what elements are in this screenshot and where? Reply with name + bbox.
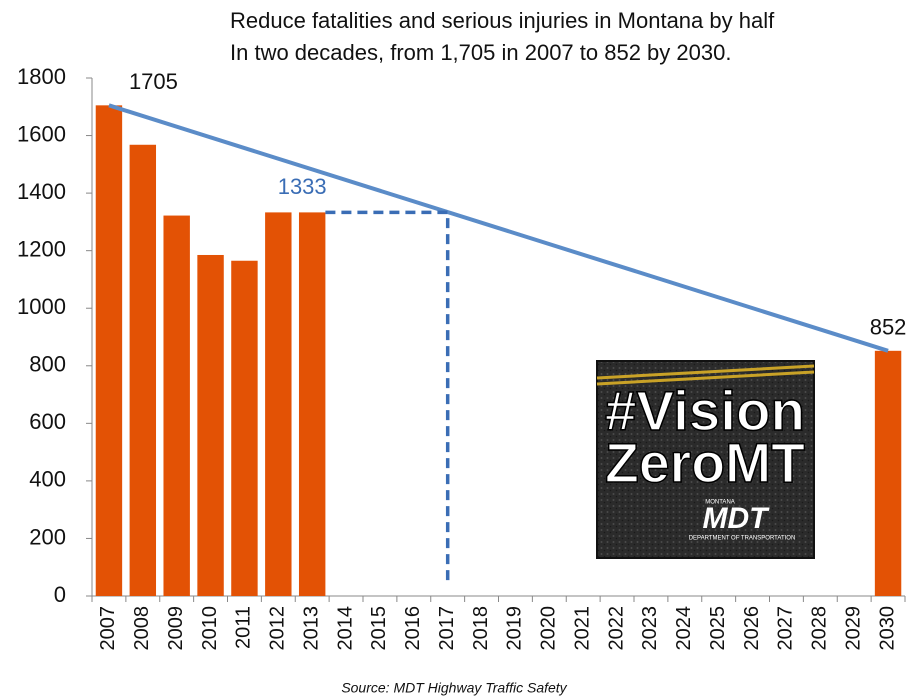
x-tick-label: 2022 (605, 606, 627, 651)
x-tick-label: 2018 (470, 606, 492, 651)
x-tick-label: 2019 (504, 606, 526, 651)
x-tick-label: 2012 (267, 606, 289, 651)
x-tick-label: 2009 (165, 606, 187, 651)
x-tick-label: 2026 (741, 606, 763, 651)
y-tick-label: 800 (29, 352, 66, 377)
logo-org-bottom: DEPARTMENT OF TRANSPORTATION (689, 536, 796, 542)
x-tick-label: 2011 (233, 606, 255, 649)
x-tick-label: 2021 (571, 606, 593, 651)
x-tick-label: 2024 (673, 606, 695, 651)
x-tick-label: 2030 (876, 606, 898, 651)
logo-stripe (596, 364, 815, 380)
y-tick-label: 1000 (17, 294, 66, 319)
x-tick-label: 2029 (842, 606, 864, 651)
logo-org-top: MONTANA (705, 500, 735, 506)
x-tick-label: 2025 (707, 606, 729, 651)
y-tick-label: 1400 (17, 179, 66, 204)
y-tick-label: 600 (29, 409, 66, 434)
bar (197, 254, 224, 596)
bar (265, 212, 292, 597)
bar (163, 215, 190, 596)
x-tick-label: 2007 (97, 606, 119, 651)
x-tick-label: 2016 (402, 606, 424, 651)
source: Source: MDT Highway Traffic Safety (341, 680, 567, 696)
y-tick-label: 1800 (17, 64, 66, 89)
x-tick-label: 2020 (538, 606, 560, 651)
chart-subtitle: In two decades, from 1,705 in 2007 to 85… (230, 40, 731, 65)
x-tick-label: 2017 (436, 606, 458, 651)
y-tick-label: 400 (29, 467, 66, 492)
chart-title: Reduce fatalities and serious injuries i… (230, 8, 775, 33)
projection-line (325, 210, 450, 586)
value-label: 1705 (129, 69, 178, 94)
y-tick-label: 1600 (17, 121, 66, 146)
x-tick-label: 2028 (809, 606, 831, 651)
logo-background (596, 360, 815, 559)
y-tick-label: 0 (54, 582, 66, 607)
logo-line: ZeroMT (605, 431, 805, 494)
y-tick-label: 1200 (17, 236, 66, 261)
logo-stripe (596, 370, 815, 386)
y-tick-label: 200 (29, 524, 66, 549)
x-tick-label: 2027 (775, 606, 797, 651)
x-tick-label: 2010 (199, 606, 221, 651)
bar (298, 212, 326, 597)
x-tick-label: 2014 (334, 606, 356, 651)
x-tick-label: 2013 (300, 606, 322, 651)
logo-org: MDT (703, 502, 771, 535)
bar (231, 260, 258, 596)
bar (95, 105, 123, 596)
bar (129, 144, 157, 596)
x-tick-label: 2015 (368, 606, 390, 651)
value-label: 852 (870, 315, 907, 340)
target-line (108, 103, 889, 353)
value-label: 1333 (278, 174, 327, 199)
logo-line: #Vision (605, 379, 805, 442)
x-tick-label: 2023 (639, 606, 661, 651)
x-tick-label: 2008 (131, 606, 153, 651)
logo: #Vision ZeroMT MONTANA MDT DEPARTMENT OF… (596, 360, 815, 559)
bar (874, 350, 902, 596)
